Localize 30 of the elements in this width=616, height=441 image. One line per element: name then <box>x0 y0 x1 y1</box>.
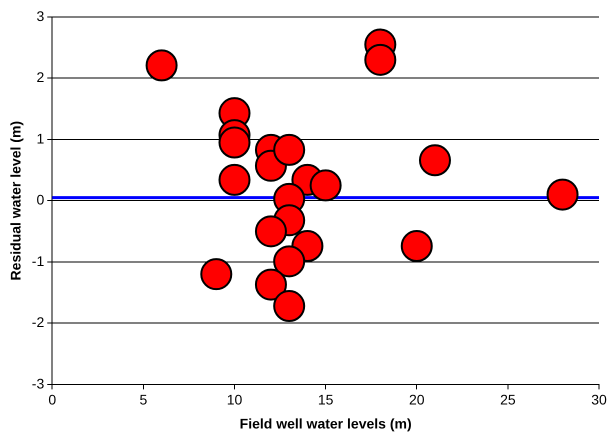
point <box>218 126 250 159</box>
y-axis-title: Residual water level (m) <box>7 120 24 280</box>
x-tick-label: 30 <box>591 392 607 408</box>
y-tick-label: 1 <box>36 130 44 146</box>
x-axis-title: Field well water levels (m) <box>240 415 412 432</box>
point <box>146 49 178 82</box>
y-tick-label: 3 <box>36 8 44 24</box>
x-tick-label: 15 <box>318 392 334 408</box>
point <box>200 258 232 290</box>
y-tick-label: 0 <box>36 192 44 208</box>
point <box>400 230 433 262</box>
point <box>254 215 287 248</box>
y-tick-label: -1 <box>32 252 44 269</box>
point <box>254 268 287 301</box>
x-tick-label: 10 <box>226 392 242 408</box>
point <box>310 169 342 202</box>
y-tick-label: 2 <box>36 69 44 86</box>
point <box>546 178 579 211</box>
x-tick-label: 0 <box>48 392 56 408</box>
point <box>273 245 306 278</box>
point <box>273 290 306 322</box>
y-tick-label: -2 <box>32 314 44 330</box>
point <box>218 164 250 196</box>
y-tick-label: -3 <box>32 375 44 392</box>
point <box>273 134 306 166</box>
x-tick-label: 25 <box>500 392 516 408</box>
point <box>364 44 396 76</box>
point <box>418 144 451 176</box>
x-tick-label: 5 <box>139 392 148 408</box>
x-tick-label: 20 <box>408 392 425 408</box>
